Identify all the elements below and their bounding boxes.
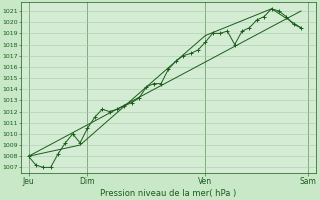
X-axis label: Pression niveau de la mer( hPa ): Pression niveau de la mer( hPa ) — [100, 189, 236, 198]
